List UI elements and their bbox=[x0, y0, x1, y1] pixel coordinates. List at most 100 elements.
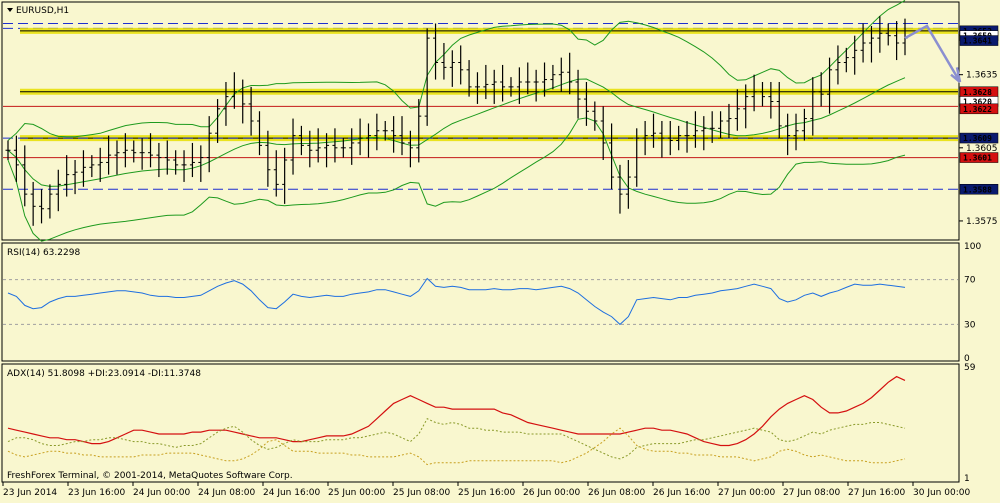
candle bbox=[273, 150, 279, 197]
candle bbox=[307, 130, 313, 168]
adx-title: ADX(14) 51.8098 +DI:23.0914 -DI:11.3748 bbox=[7, 369, 201, 379]
projection-arrow bbox=[904, 24, 962, 83]
price-label-text: 1.3620 bbox=[963, 98, 992, 107]
candle bbox=[709, 111, 715, 143]
band-lower bbox=[7, 117, 906, 242]
adx-tick-label: 59 bbox=[964, 363, 976, 373]
rsi-tick-label: 100 bbox=[964, 242, 981, 252]
candle bbox=[248, 86, 254, 136]
candle bbox=[768, 82, 774, 119]
candle bbox=[474, 72, 480, 104]
rsi-tick-label: 0 bbox=[964, 354, 970, 364]
candle bbox=[835, 45, 841, 85]
price-label-text: 1.3628 bbox=[963, 88, 992, 97]
rsi-title: RSI(14) 63.2298 bbox=[7, 248, 80, 258]
price-label-text: 1.3609 bbox=[963, 134, 992, 143]
candle bbox=[55, 169, 61, 212]
candle bbox=[198, 145, 204, 182]
candle bbox=[617, 164, 623, 214]
candle bbox=[642, 121, 648, 156]
candle bbox=[491, 69, 497, 104]
x-tick-label: 24 Jun 08:00 bbox=[198, 488, 255, 498]
price-label-5: 1.3622 bbox=[959, 103, 999, 115]
x-tick-label: 25 Jun 08:00 bbox=[393, 488, 450, 498]
candle bbox=[592, 101, 598, 131]
candle bbox=[97, 147, 103, 182]
candle bbox=[5, 140, 11, 160]
y-tick-label: 1.3605 bbox=[966, 144, 998, 154]
candle bbox=[332, 128, 338, 163]
x-tick-label: 24 Jun 00:00 bbox=[133, 488, 190, 498]
candle bbox=[22, 145, 28, 207]
candle bbox=[659, 121, 665, 158]
candle bbox=[122, 133, 128, 168]
rsi-tick-label: 70 bbox=[964, 276, 976, 286]
candle bbox=[441, 43, 447, 80]
x-tick-label: 24 Jun 16:00 bbox=[263, 488, 320, 498]
candle bbox=[399, 116, 405, 156]
x-tick-label: 27 Jun 00:00 bbox=[718, 488, 775, 498]
candle bbox=[416, 99, 422, 163]
rsi-panel[interactable] bbox=[1, 242, 960, 362]
x-tick-label: 26 Jun 08:00 bbox=[588, 488, 645, 498]
main-panel[interactable] bbox=[1, 1, 960, 241]
candle bbox=[206, 116, 212, 173]
symbol-dropdown-icon[interactable] bbox=[7, 8, 13, 12]
candle bbox=[609, 123, 615, 190]
x-tick-label: 23 Jun 2014 bbox=[3, 488, 57, 498]
x-tick-label: 26 Jun 16:00 bbox=[653, 488, 710, 498]
y-tick-label: 1.3575 bbox=[966, 217, 998, 227]
price-label-text: 1.3622 bbox=[963, 105, 992, 114]
price-label-text: 1.3588 bbox=[963, 185, 992, 194]
candle bbox=[667, 121, 673, 156]
adx-series-adx bbox=[7, 375, 906, 447]
candle bbox=[315, 128, 321, 163]
candle bbox=[189, 142, 195, 178]
x-tick-label: 26 Jun 00:00 bbox=[523, 488, 580, 498]
adx-tick-label: 1 bbox=[964, 474, 970, 484]
candle bbox=[365, 123, 371, 158]
candle bbox=[734, 89, 740, 131]
y-tick-label: 1.3635 bbox=[966, 71, 998, 81]
candle bbox=[885, 23, 891, 46]
candle bbox=[583, 82, 589, 126]
candle bbox=[827, 57, 833, 114]
candle bbox=[114, 140, 120, 175]
adx-series-di bbox=[7, 418, 906, 460]
candle bbox=[676, 125, 682, 151]
rsi-line bbox=[7, 277, 906, 326]
candle bbox=[449, 50, 455, 87]
candle bbox=[466, 60, 472, 97]
candle bbox=[550, 64, 556, 90]
candle bbox=[600, 106, 606, 160]
candle bbox=[701, 116, 707, 151]
candle bbox=[751, 74, 757, 112]
x-tick-label: 25 Jun 16:00 bbox=[458, 488, 515, 498]
candle bbox=[13, 135, 19, 182]
candle bbox=[785, 113, 791, 156]
x-tick-label: 23 Jun 16:00 bbox=[68, 488, 125, 498]
candle bbox=[349, 128, 355, 165]
candle bbox=[223, 82, 229, 126]
candle bbox=[894, 21, 900, 61]
adx-panel[interactable] bbox=[1, 363, 960, 483]
candle bbox=[500, 64, 506, 102]
price-label-7: 1.3601 bbox=[959, 152, 999, 163]
candle bbox=[290, 118, 296, 175]
candle bbox=[357, 118, 363, 156]
candle bbox=[156, 142, 162, 178]
candle bbox=[72, 160, 78, 195]
x-tick-label: 25 Jun 00:00 bbox=[328, 488, 385, 498]
band-middle bbox=[7, 77, 906, 187]
candle bbox=[651, 113, 657, 148]
price-label-8: 1.3588 bbox=[959, 184, 999, 195]
candle bbox=[759, 82, 765, 107]
candle bbox=[106, 135, 112, 175]
candle bbox=[256, 111, 262, 156]
candle bbox=[684, 121, 690, 153]
candle bbox=[39, 189, 45, 224]
candle bbox=[726, 103, 732, 139]
candle bbox=[525, 62, 531, 95]
